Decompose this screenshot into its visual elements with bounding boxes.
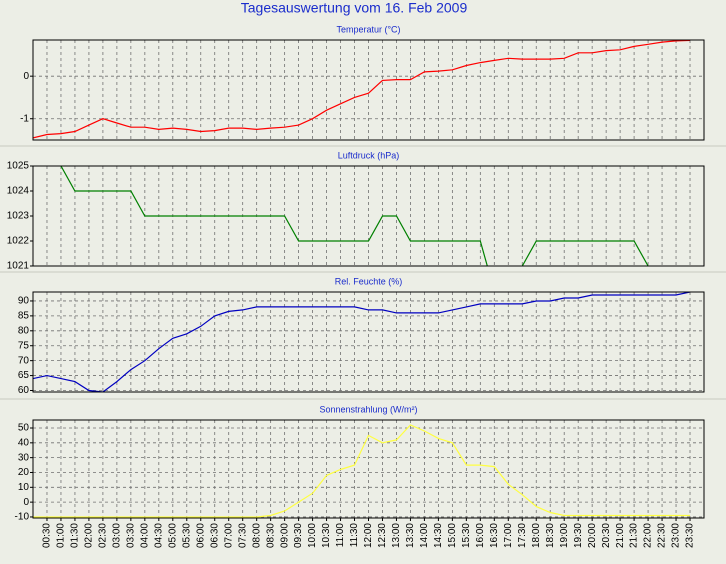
x-tick-label: 11:00 — [335, 523, 346, 548]
x-tick-label: 17:00 — [503, 523, 514, 548]
x-tick-label: 05:30 — [181, 523, 192, 548]
x-tick-label: 04:00 — [139, 523, 150, 548]
y-tick-label: -10 — [15, 512, 30, 523]
panel-title: Luftdruck (hPa) — [338, 150, 400, 160]
x-tick-label: 01:30 — [70, 523, 81, 548]
x-tick-label: 07:30 — [237, 523, 248, 548]
x-tick-label: 19:00 — [559, 523, 570, 548]
y-tick-label: 90 — [18, 296, 30, 307]
plot-frame — [32, 165, 705, 267]
x-tick-label: 08:00 — [251, 523, 262, 548]
x-tick-label: 21:00 — [615, 523, 626, 548]
x-tick-label: 22:00 — [643, 523, 654, 548]
x-tick-label: 20:00 — [587, 523, 598, 548]
x-tick-label: 20:30 — [601, 523, 612, 548]
x-tick-label: 01:00 — [56, 523, 67, 548]
x-tick-label: 15:00 — [447, 523, 458, 548]
y-tick-label: 40 — [18, 437, 30, 448]
y-tick-label: 1022 — [7, 236, 30, 247]
x-tick-label: 08:30 — [265, 523, 276, 548]
x-tick-label: 17:30 — [517, 523, 528, 548]
x-tick-label: 18:00 — [531, 523, 542, 548]
x-tick-label: 00:30 — [42, 523, 53, 548]
x-tick-label: 14:30 — [433, 523, 444, 548]
y-tick-label: -1 — [20, 113, 29, 124]
y-tick-label: 50 — [18, 423, 30, 434]
x-tick-label: 19:30 — [573, 523, 584, 548]
page-title: Tagesauswertung vom 16. Feb 2009 — [241, 0, 468, 16]
x-tick-label: 18:30 — [545, 523, 556, 548]
x-tick-label: 16:00 — [475, 523, 486, 548]
series-line — [33, 292, 691, 392]
panel-title: Rel. Feuchte (%) — [335, 276, 403, 286]
x-tick-label: 12:30 — [377, 523, 388, 548]
x-tick-label: 05:00 — [167, 523, 178, 548]
x-tick-label: 03:00 — [112, 523, 123, 548]
y-tick-label: 65 — [18, 370, 30, 381]
x-tick-label: 06:30 — [209, 523, 220, 548]
x-tick-label: 03:30 — [125, 523, 136, 548]
plot-frame — [32, 291, 705, 393]
y-tick-label: 20 — [18, 467, 30, 478]
y-tick-label: 0 — [23, 497, 29, 508]
x-tick-label: 11:30 — [349, 523, 360, 548]
series-line — [33, 424, 690, 518]
x-tick-label: 06:00 — [195, 523, 206, 548]
y-tick-label: 70 — [18, 355, 30, 366]
x-tick-label: 10:30 — [321, 523, 332, 548]
y-tick-label: 80 — [18, 325, 30, 336]
x-tick-label: 21:30 — [629, 523, 640, 548]
y-tick-label: 1023 — [7, 211, 30, 222]
y-tick-label: 0 — [23, 71, 29, 82]
y-tick-label: 1021 — [7, 261, 30, 272]
y-tick-label: 60 — [18, 385, 30, 396]
x-tick-label: 22:30 — [657, 523, 668, 548]
y-tick-label: 10 — [18, 482, 30, 493]
x-tick-label: 14:00 — [419, 523, 430, 548]
x-tick-label: 09:00 — [279, 523, 290, 548]
panel-title: Sonnenstrahlung (W/m²) — [319, 404, 417, 414]
x-tick-label: 12:00 — [363, 523, 374, 548]
y-tick-label: 75 — [18, 340, 30, 351]
x-tick-label: 10:00 — [307, 523, 318, 548]
series-line — [33, 40, 691, 139]
y-tick-label: 1025 — [7, 161, 30, 172]
x-tick-label: 02:00 — [84, 523, 95, 548]
plot-frame — [32, 39, 705, 141]
x-tick-label: 16:30 — [489, 523, 500, 548]
x-tick-label: 13:00 — [391, 523, 402, 548]
y-tick-label: 85 — [18, 311, 30, 322]
x-tick-label: 15:30 — [461, 523, 472, 548]
x-tick-label: 02:30 — [98, 523, 109, 548]
x-tick-label: 07:00 — [223, 523, 234, 548]
x-tick-label: 04:30 — [153, 523, 164, 548]
panel-title: Temperatur (°C) — [336, 24, 400, 34]
series-line — [60, 166, 649, 266]
y-tick-label: 1024 — [7, 186, 30, 197]
y-tick-label: 30 — [18, 452, 30, 463]
x-tick-label: 13:30 — [405, 523, 416, 548]
x-tick-label: 09:30 — [293, 523, 304, 548]
x-tick-label: 23:00 — [671, 523, 682, 548]
x-tick-label: 23:30 — [685, 523, 696, 548]
